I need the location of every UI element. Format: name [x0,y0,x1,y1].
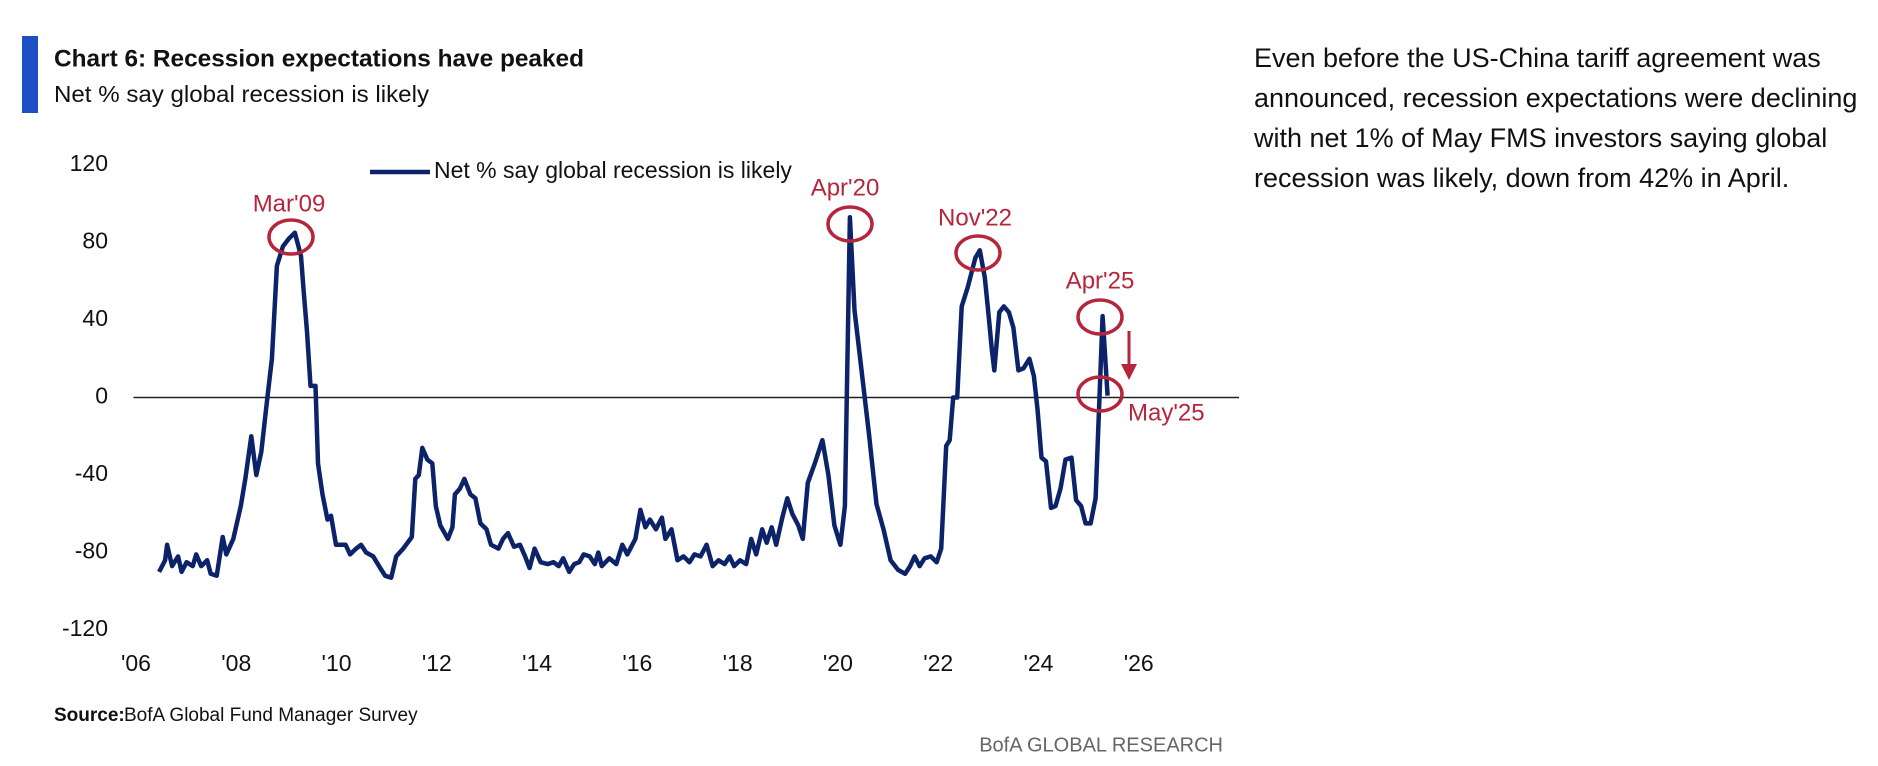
legend-label: Net % say global recession is likely [434,157,792,183]
annotation-circle [826,205,874,243]
y-tick-label: 40 [82,305,108,331]
x-tick-label: '16 [622,650,652,676]
y-tick-label: -120 [62,615,108,641]
chart-title: Chart 6: Recession expectations have pea… [54,45,584,72]
title-accent [22,36,38,113]
brand: BofA GLOBAL RESEARCH [979,734,1223,756]
x-tick-label: '26 [1124,650,1154,676]
annotation-label: Apr'20 [811,174,880,201]
x-tick-label: '18 [723,650,753,676]
annotation-circle [1076,375,1124,413]
y-tick-label: 80 [82,228,108,254]
annotation-label: May'25 [1128,399,1205,426]
y-tick-label: -80 [75,538,108,564]
series-line [157,215,1110,580]
annotation-circle [954,234,1002,272]
annotation-label: Mar'09 [253,190,326,217]
y-tick-label: -40 [75,460,108,486]
x-tick-label: '10 [322,650,352,676]
x-tick-label: '14 [522,650,552,676]
x-tick-label: '24 [1023,650,1053,676]
y-tick-label: 0 [95,383,108,409]
source: BofA Global Fund Manager Survey [124,705,418,726]
annotation-arrowhead [1121,364,1137,380]
y-tick-label: 120 [70,150,108,176]
annotation-label: Apr'25 [1066,267,1135,294]
annotation-circle [1076,298,1124,336]
x-tick-label: '20 [823,650,853,676]
commentary: Even before the US-China tariff agreemen… [1254,43,1858,193]
annotation-circle [267,218,315,256]
source-label: Source: [54,705,125,726]
chart-subtitle: Net % say global recession is likely [54,81,430,107]
annotation-label: Nov'22 [938,204,1012,231]
x-tick-label: '12 [422,650,452,676]
x-tick-label: '06 [121,650,151,676]
x-tick-label: '22 [923,650,953,676]
x-tick-label: '08 [221,650,251,676]
